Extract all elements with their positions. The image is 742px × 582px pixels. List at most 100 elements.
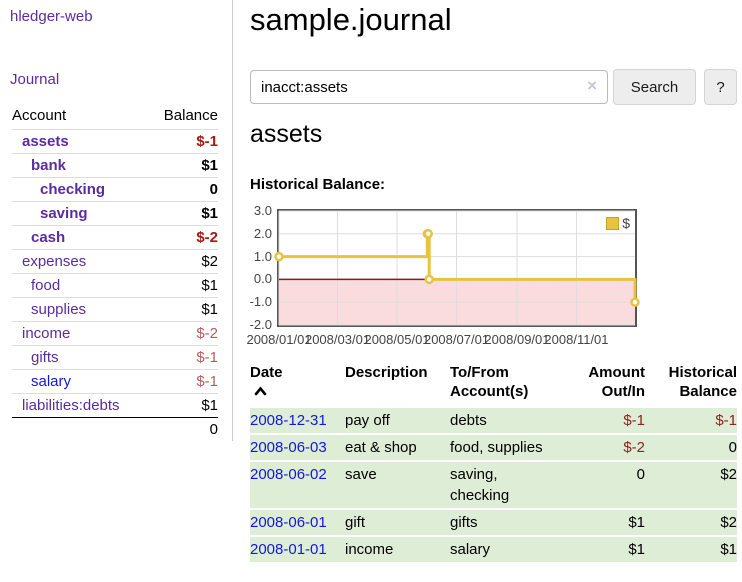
account-balance: $-1	[148, 344, 218, 369]
register-table: Date Description To/From Account(s) Amoun…	[250, 360, 737, 564]
register-cell-date: 2008-06-01	[250, 510, 345, 535]
accounts-header-account: Account	[12, 107, 67, 125]
sidebar: hledger-web Journal Account Balance asse…	[0, 0, 233, 441]
register-cell-description: eat & shop	[345, 435, 450, 460]
register-cell-amount: $1	[560, 537, 645, 562]
clear-icon[interactable]: ×	[587, 76, 597, 95]
sidebar-account-expenses[interactable]: expenses	[22, 252, 87, 270]
account-row: food $1	[12, 272, 218, 297]
register-cell-amount: 0	[560, 462, 645, 508]
accounts-total-row: 0	[12, 416, 218, 441]
register-cell-accounts: saving, checking	[450, 462, 560, 508]
register-cell-amount: $1	[560, 510, 645, 535]
register-cell-date: 2008-01-01	[250, 537, 345, 562]
account-row: gifts $-1	[12, 344, 218, 369]
sidebar-account-liabilities-debts[interactable]: liabilities:debts	[22, 396, 120, 414]
x-axis-tick-label: 2008/03/01	[304, 332, 371, 347]
register-cell-accounts: debts	[450, 408, 560, 433]
register-cell-amount: $-2	[560, 435, 645, 460]
register-cell-date: 2008-06-02	[250, 462, 345, 508]
search-form: × Search ?	[250, 69, 742, 105]
x-axis-tick-label: 2008/11/01	[544, 332, 609, 347]
register-header-description: Description	[345, 364, 428, 381]
page-title: sample.journal	[250, 2, 452, 37]
account-row: assets $-1	[12, 128, 218, 153]
sidebar-account-bank[interactable]: bank	[31, 156, 67, 174]
register-row: 2008-06-03 eat & shop food, supplies $-2 0	[250, 435, 737, 460]
register-header-account: To/From Account(s)	[450, 364, 529, 400]
accounts-header-row: Account Balance	[12, 103, 218, 129]
account-row: liabilities:debts $1	[12, 392, 218, 417]
account-row: expenses $2	[12, 248, 218, 273]
account-table-body: assets $-1 bank $1 checking 0 saving $1 cash $-2 e…	[12, 128, 218, 417]
y-axis-tick-label: 2.0	[253, 225, 272, 241]
y-axis-tick-label: 3.0	[253, 203, 272, 218]
legend-swatch	[606, 216, 620, 230]
account-row: cash $-2	[12, 224, 218, 249]
y-axis-tick-label: -2.0	[249, 317, 272, 332]
register-cell-description: gift	[345, 510, 450, 535]
register-cell-balance: $2	[645, 462, 737, 508]
account-row: supplies $1	[12, 296, 218, 321]
account-balance: $-1	[148, 368, 218, 393]
register-header-date: Date	[250, 362, 345, 406]
register-cell-amount: $-1	[560, 408, 645, 433]
register-cell-accounts: gifts	[450, 510, 560, 535]
sidebar-item-journal[interactable]: Journal	[10, 71, 60, 88]
register-header-amount: Amount Out/In	[588, 364, 645, 400]
account-balance: $-1	[148, 128, 218, 153]
chart-svg	[274, 210, 640, 326]
register-date-link[interactable]: 2008-06-01	[250, 514, 327, 531]
register-row: 2008-12-31 pay off debts $-1 $-1	[250, 408, 737, 433]
x-axis-tick-label: 2008/07/01	[423, 332, 490, 347]
accounts-table: Account Balance assets $-1 bank $1 checking 0…	[12, 103, 218, 441]
account-balance: $1	[148, 272, 218, 297]
account-row: saving $1	[12, 200, 218, 225]
register-date-link[interactable]: 2008-01-01	[250, 541, 327, 558]
sidebar-account-supplies[interactable]: supplies	[31, 300, 87, 318]
register-cell-description: income	[345, 537, 450, 562]
account-balance: $1	[148, 296, 218, 321]
account-balance: $2	[148, 248, 218, 273]
search-button[interactable]: Search	[613, 69, 696, 105]
register-cell-balance: 0	[645, 435, 737, 460]
sidebar-account-checking[interactable]: checking	[40, 180, 106, 198]
register-date-link[interactable]: 2008-06-02	[250, 466, 327, 483]
register-row: 2008-01-01 income salary $1 $1	[250, 537, 737, 562]
main-content: sample.journal × Search ? assets Histori…	[246, 0, 742, 582]
chart-plot-area[interactable]: $	[274, 209, 640, 327]
register-header-row: Date Description To/From Account(s) Amoun…	[250, 362, 737, 406]
sidebar-account-assets[interactable]: assets	[22, 132, 69, 150]
register-date-link[interactable]: 2008-12-31	[250, 412, 327, 429]
register-cell-description: pay off	[345, 408, 450, 433]
x-axis-tick-label: 2008/05/01	[364, 332, 430, 347]
register-cell-date: 2008-06-03	[250, 435, 345, 460]
sidebar-account-income[interactable]: income	[22, 324, 71, 342]
historical-balance-chart: $ 3.0 2.0 1.0 0.0 -1.0 -2.0 2008/01/01 2008/03…	[246, 203, 742, 354]
brand-link[interactable]: hledger-web	[10, 8, 93, 25]
search-input[interactable]	[250, 70, 608, 104]
help-button[interactable]: ?	[704, 69, 737, 105]
legend-label: $	[622, 215, 630, 231]
sidebar-account-food[interactable]: food	[31, 276, 61, 294]
register-date-link[interactable]: 2008-06-03	[250, 439, 327, 456]
y-axis-tick-label: 1.0	[253, 248, 272, 264]
sidebar-account-gifts[interactable]: gifts	[31, 348, 59, 366]
x-axis-tick-label: 2008/01/01	[246, 332, 312, 347]
y-axis-tick-label: 0.0	[253, 271, 272, 287]
accounts-total-value: 0	[148, 416, 218, 441]
account-balance: $1	[148, 152, 218, 177]
sidebar-account-saving[interactable]: saving	[40, 204, 88, 222]
y-axis-tick-label: -1.0	[249, 294, 272, 310]
accounts-header-balance: Balance	[163, 107, 218, 125]
register-cell-balance: $2	[645, 510, 737, 535]
register-row: 2008-06-01 gift gifts $1 $2	[250, 510, 737, 535]
account-balance: $1	[148, 392, 218, 417]
register-row: 2008-06-02 save saving, checking 0 $2	[250, 462, 737, 508]
sidebar-account-salary[interactable]: salary	[31, 372, 72, 390]
register-cell-accounts: food, supplies	[450, 435, 560, 460]
register-cell-description: save	[345, 462, 450, 508]
sidebar-account-cash[interactable]: cash	[31, 228, 66, 246]
register-section: Date Description To/From Account(s) Amoun…	[250, 360, 737, 564]
account-row: salary $-1	[12, 368, 218, 393]
